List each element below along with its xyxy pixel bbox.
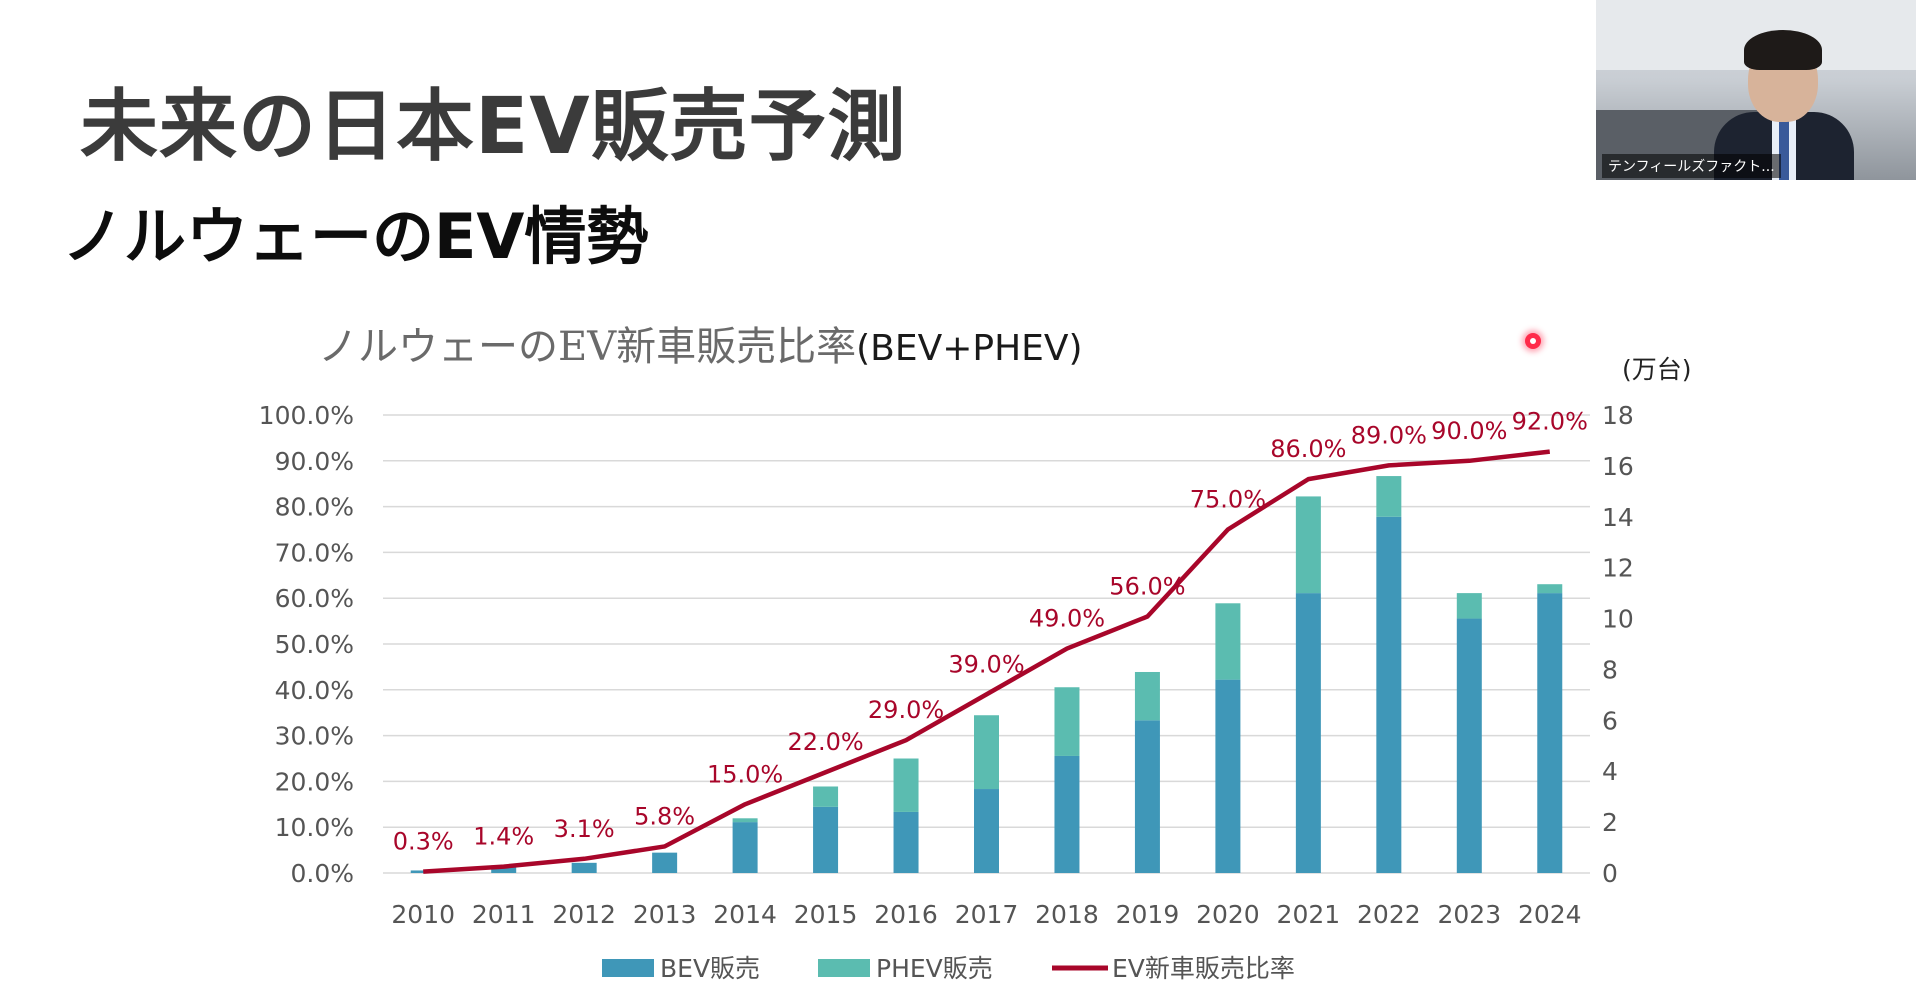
x-axis-tick-label: 2011 — [472, 900, 536, 929]
phev-bar — [1537, 584, 1563, 594]
x-axis-tick-label: 2022 — [1357, 900, 1421, 929]
phev-bar — [813, 786, 839, 807]
x-axis-tick-label: 2010 — [391, 900, 455, 929]
ev-ratio-data-label: 39.0% — [948, 650, 1024, 678]
bev-bar — [1215, 679, 1241, 873]
x-axis-tick-label: 2017 — [955, 900, 1019, 929]
ev-ratio-data-label: 49.0% — [1029, 605, 1105, 633]
bev-bar — [1376, 516, 1402, 873]
legend-phev-swatch — [818, 959, 870, 977]
x-axis-tick-label: 2018 — [1035, 900, 1099, 929]
bev-bar — [893, 811, 919, 873]
left-axis-tick-label: 100.0% — [259, 401, 354, 430]
ev-ratio-data-label: 89.0% — [1351, 421, 1427, 449]
left-axis-tick-label: 60.0% — [275, 584, 354, 613]
left-axis-tick-label: 90.0% — [275, 447, 354, 476]
ev-ratio-data-label: 90.0% — [1431, 417, 1507, 445]
ev-ratio-data-label: 75.0% — [1190, 486, 1266, 514]
right-axis-tick-label: 0 — [1602, 859, 1618, 888]
ev-ratio-data-label: 86.0% — [1270, 435, 1346, 463]
participant-video-tile[interactable]: テンフィールズファクト... — [1596, 0, 1916, 180]
bev-bar — [1054, 755, 1080, 873]
x-axis-tick-label: 2014 — [713, 900, 777, 929]
legend-bev-label: BEV販売 — [660, 954, 760, 983]
left-axis-tick-label: 50.0% — [275, 630, 354, 659]
x-axis-tick-label: 2024 — [1518, 900, 1582, 929]
legend-phev-label: PHEV販売 — [876, 954, 993, 983]
bev-bar — [1295, 593, 1321, 873]
right-axis-tick-label: 18 — [1602, 401, 1634, 430]
participant-tie — [1779, 120, 1789, 180]
laser-pointer-icon — [1525, 333, 1541, 349]
chart-title-suffix: (BEV+PHEV) — [856, 328, 1082, 369]
phev-bar — [1376, 476, 1402, 517]
phev-bar — [732, 818, 758, 823]
ev-ratio-data-label: 56.0% — [1109, 573, 1185, 601]
left-axis-tick-label: 10.0% — [275, 813, 354, 842]
left-axis-tick-label: 70.0% — [275, 538, 354, 567]
bev-bar — [974, 789, 999, 873]
right-axis-tick-label: 4 — [1602, 757, 1618, 786]
chart-title: ノルウェーのEV新車販売比率(BEV+PHEV) — [318, 324, 1083, 370]
right-axis-tick-label: 6 — [1602, 706, 1618, 735]
bev-bar — [1537, 593, 1563, 873]
phev-bar — [1134, 671, 1160, 721]
bev-bar — [491, 865, 517, 873]
phev-bar — [893, 758, 919, 812]
ev-ratio-data-label: 5.8% — [634, 802, 695, 830]
x-axis-tick-label: 2015 — [794, 900, 858, 929]
participant-name-label: テンフィールズファクト... — [1602, 154, 1781, 178]
right-axis-tick-label: 12 — [1602, 554, 1634, 583]
bev-bar — [813, 806, 839, 873]
bev-bar — [1456, 618, 1482, 873]
right-axis-tick-label: 8 — [1602, 655, 1618, 684]
right-axis-tick-label: 14 — [1602, 503, 1634, 532]
phev-bar — [1215, 603, 1241, 680]
right-axis-tick-label: 2 — [1602, 808, 1618, 837]
bev-bar — [732, 822, 758, 873]
x-axis-tick-label: 2019 — [1116, 900, 1180, 929]
left-axis-tick-label: 20.0% — [275, 767, 354, 796]
slide-title: 未来の日本EV販売予測 — [80, 82, 907, 172]
x-axis-tick-label: 2012 — [552, 900, 616, 929]
left-axis-tick-label: 0.0% — [290, 859, 354, 888]
x-axis-tick-label: 2013 — [633, 900, 697, 929]
left-axis-tick-label: 40.0% — [275, 676, 354, 705]
participant-hair — [1744, 30, 1822, 70]
x-axis-tick-label: 2020 — [1196, 900, 1260, 929]
ev-ratio-data-label: 29.0% — [868, 696, 944, 724]
chart-title-main: ノルウェーのEV新車販売比率 — [318, 324, 856, 370]
slide-subtitle: ノルウェーのEV情勢 — [62, 200, 649, 273]
x-axis-tick-label: 2021 — [1277, 900, 1341, 929]
phev-bar — [1456, 593, 1482, 619]
left-axis-tick-label: 30.0% — [275, 722, 354, 751]
ev-ratio-data-label: 0.3% — [393, 828, 454, 856]
bev-bar — [571, 862, 597, 873]
bev-bar — [652, 852, 678, 873]
ev-ratio-line — [423, 449, 1551, 874]
ev-ratio-data-label: 3.1% — [554, 815, 615, 843]
ev-ratio-data-label: 22.0% — [787, 728, 863, 756]
x-axis-tick-label: 2016 — [874, 900, 938, 929]
phev-bar — [1295, 496, 1321, 594]
ev-ratio-data-label: 1.4% — [473, 823, 534, 851]
right-axis-unit-label: (万台) — [1622, 355, 1692, 384]
x-axis-tick-label: 2023 — [1437, 900, 1501, 929]
ev-ratio-data-label: 15.0% — [707, 760, 783, 788]
right-axis-tick-label: 10 — [1602, 605, 1634, 634]
phev-bar — [974, 715, 999, 790]
legend-bev-swatch — [602, 959, 654, 977]
bev-bar — [410, 870, 436, 873]
left-axis-tick-label: 80.0% — [275, 493, 354, 522]
bev-bar — [1134, 720, 1160, 873]
phev-bar — [1054, 687, 1080, 756]
right-axis-tick-label: 16 — [1602, 452, 1634, 481]
legend-line-label: EV新車販売比率 — [1112, 954, 1295, 983]
ev-ratio-data-label: 92.0% — [1512, 408, 1588, 436]
